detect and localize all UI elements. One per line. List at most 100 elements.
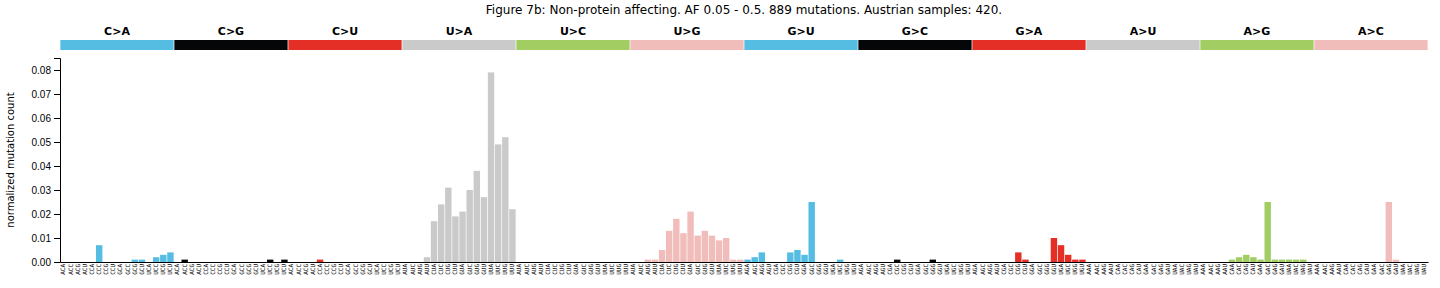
- bar: [1029, 262, 1035, 263]
- x-tick: GUG: [587, 264, 594, 275]
- bar: [317, 260, 323, 262]
- x-tick: GGC: [922, 264, 929, 275]
- y-axis: 0.000.010.020.030.040.050.060.070.08: [32, 59, 61, 268]
- x-tick: CUG: [558, 264, 565, 275]
- x-tick-label: UAA: [1399, 264, 1406, 275]
- x-tick-label: AGU: [765, 264, 772, 275]
- x-tick: CAC: [1235, 264, 1242, 275]
- x-tick-label: AUG: [530, 264, 537, 275]
- bar: [1193, 262, 1199, 263]
- bar: [1300, 260, 1306, 262]
- x-tick: GAA: [1142, 264, 1149, 275]
- x-tick: ACU: [309, 264, 316, 275]
- x-tick: UAU: [1192, 264, 1199, 275]
- x-tick-label: GUA: [572, 264, 579, 275]
- x-tick: CUA: [544, 264, 551, 275]
- x-tick: GGG: [929, 264, 936, 275]
- bar: [1336, 262, 1342, 263]
- bar: [67, 262, 73, 263]
- x-tick-label: UUU: [508, 264, 515, 275]
- bar: [994, 262, 1000, 263]
- x-tick-label: UUU: [736, 264, 743, 275]
- y-tick: 0.03: [32, 185, 60, 196]
- bar: [1129, 262, 1135, 263]
- bar: [645, 260, 651, 262]
- x-tick: CUA: [658, 264, 665, 275]
- x-tick: AUU: [651, 264, 658, 275]
- bar: [1200, 262, 1206, 263]
- x-tick: ACA: [287, 264, 294, 275]
- x-tick-label: CGC: [779, 264, 786, 275]
- x-tick: UUG: [501, 264, 508, 275]
- x-tick-label: CUU: [451, 264, 458, 275]
- x-tick: ACG: [302, 264, 309, 275]
- x-tick: UAG: [1413, 264, 1420, 275]
- x-tick-label: AGG: [872, 264, 879, 275]
- x-tick-label: AGA: [743, 264, 750, 275]
- bar: [60, 262, 66, 263]
- x-tick-label: GCC: [352, 264, 359, 275]
- x-tick-label: CUG: [672, 264, 679, 275]
- bar: [196, 262, 202, 263]
- x-tick-label: ACC: [67, 264, 74, 275]
- plot: 0.000.010.020.030.040.050.060.070.08 ACA A…: [32, 59, 1429, 275]
- bar: [445, 188, 451, 262]
- x-tick-label: UAU: [1420, 264, 1427, 275]
- x-tick-label: AAG: [1328, 264, 1335, 275]
- bar: [972, 262, 978, 263]
- x-tick-label: CAU: [1249, 264, 1256, 275]
- x-tick-label: CCC: [95, 264, 102, 275]
- bar: [488, 72, 494, 262]
- x-tick-label: UUC: [722, 264, 729, 275]
- bar: [616, 262, 622, 263]
- x-tick: CGA: [1000, 264, 1007, 275]
- bar: [1272, 260, 1278, 262]
- x-tick: UCA: [145, 264, 152, 275]
- y-tick: 0.01: [32, 233, 60, 244]
- group-band: [1086, 40, 1199, 50]
- bar: [438, 204, 444, 262]
- x-tick-label: GGA: [914, 264, 921, 275]
- bar: [1236, 257, 1242, 262]
- bar: [531, 262, 537, 263]
- bar: [181, 260, 187, 262]
- x-tick: UAC: [1178, 264, 1185, 275]
- bar: [559, 262, 565, 263]
- x-tick-label: UCA: [145, 264, 152, 275]
- bar: [1407, 262, 1413, 263]
- x-tick: UUU: [736, 264, 743, 275]
- x-tick: AUU: [537, 264, 544, 275]
- x-axis-line: [61, 262, 1429, 263]
- y-tick-label: 0.05: [32, 137, 52, 148]
- x-tick: CCU: [337, 264, 344, 275]
- x-tick-label: CGC: [893, 264, 900, 275]
- x-tick-label: GCC: [124, 264, 131, 275]
- bar: [737, 260, 743, 262]
- x-tick: AGU: [993, 264, 1000, 275]
- x-tick: GGC: [808, 264, 815, 275]
- x-tick-label: GGA: [1028, 264, 1035, 275]
- x-tick: UAA: [1171, 264, 1178, 275]
- bar: [1058, 245, 1064, 262]
- bar: [808, 202, 814, 262]
- x-tick-label: UAU: [1306, 264, 1313, 275]
- bar: [502, 137, 508, 262]
- x-tick-label: CGU: [1021, 264, 1028, 275]
- x-tick: UAA: [1399, 264, 1406, 275]
- x-tick-label: GCG: [245, 264, 252, 275]
- x-tick-label: GCU: [252, 264, 259, 275]
- bar: [1036, 262, 1042, 263]
- bar: [523, 262, 529, 263]
- bar: [951, 262, 957, 263]
- x-tick: GCU: [366, 264, 373, 275]
- x-tick-label: AGU: [879, 264, 886, 275]
- x-tick-label: GUU: [708, 264, 715, 275]
- bar: [1257, 260, 1263, 262]
- bar: [1115, 262, 1121, 263]
- x-tick-label: GGA: [800, 264, 807, 275]
- x-tick-label: UUC: [608, 264, 615, 275]
- bar: [773, 262, 779, 263]
- y-axis-title: normalized mutation count: [5, 92, 16, 227]
- group-band: [60, 40, 173, 50]
- x-tick-label: UUG: [615, 264, 622, 275]
